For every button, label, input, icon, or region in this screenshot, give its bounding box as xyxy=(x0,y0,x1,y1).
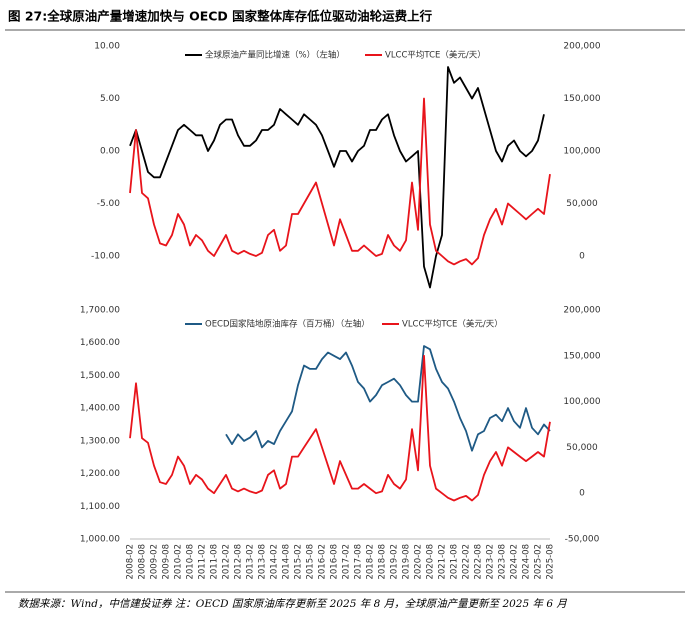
x-tick-label: 2010-08 xyxy=(186,544,196,580)
y-tick-label: 1,500.00 xyxy=(80,371,120,381)
legend-label: OECD国家陆地原油库存（百万桶）（左轴） xyxy=(205,319,370,330)
y-tick-label: -10.00 xyxy=(91,252,120,262)
x-tick-label: 2013-08 xyxy=(258,544,268,580)
y2-tick-label: 0 xyxy=(579,489,585,499)
x-tick-label: 2021-08 xyxy=(450,544,460,580)
x-tick-label: 2016-08 xyxy=(330,544,340,580)
y2-tick-label: 50,000 xyxy=(566,199,598,209)
y-tick-label: 0.00 xyxy=(100,147,120,157)
figure-title: 图 27:全球原油产量增速加快与 OECD 国家整体库存低位驱动油轮运费上行 xyxy=(8,9,433,24)
y2-tick-label: -50,000 xyxy=(565,535,600,545)
y-tick-label: 5.00 xyxy=(100,94,120,104)
x-tick-label: 2016-02 xyxy=(318,544,328,580)
y2-tick-label: 200,000 xyxy=(563,42,600,52)
x-tick-label: 2012-02 xyxy=(222,544,232,580)
x-tick-label: 2008-08 xyxy=(138,544,148,580)
y2-tick-label: 0 xyxy=(579,252,585,262)
y-tick-label: 1,600.00 xyxy=(80,338,120,348)
x-tick-label: 2012-08 xyxy=(234,544,244,580)
x-tick-label: 2021-02 xyxy=(438,544,448,580)
x-tick-label: 2017-02 xyxy=(342,544,352,580)
x-tick-label: 2009-08 xyxy=(162,544,172,580)
footer-note: 数据来源：Wind，中信建投证券 注：OECD 国家原油库存更新至 2025 年… xyxy=(18,598,567,610)
x-tick-label: 2015-08 xyxy=(306,544,316,580)
y2-tick-label: 50,000 xyxy=(566,443,598,453)
x-tick-label: 2015-02 xyxy=(294,544,304,580)
y2-tick-label: 100,000 xyxy=(563,397,600,407)
y2-tick-label: 200,000 xyxy=(563,306,600,316)
x-tick-label: 2025-02 xyxy=(534,544,544,580)
series-line xyxy=(129,354,551,502)
series-line xyxy=(129,66,545,289)
y2-tick-label: 150,000 xyxy=(563,94,600,104)
x-tick-label: 2024-08 xyxy=(522,544,532,580)
x-tick-label: 2023-02 xyxy=(486,544,496,580)
y2-tick-label: 100,000 xyxy=(563,147,600,157)
x-tick-label: 2010-02 xyxy=(174,544,184,580)
y2-tick-label: 150,000 xyxy=(563,351,600,361)
legend-label: VLCC平均TCE（美元/天） xyxy=(385,50,486,61)
x-tick-label: 2019-08 xyxy=(402,544,412,580)
x-tick-label: 2017-08 xyxy=(354,544,364,580)
x-tick-label: 2025-08 xyxy=(546,544,556,580)
legend-label: VLCC平均TCE（美元/天） xyxy=(402,319,503,330)
x-tick-label: 2023-08 xyxy=(498,544,508,580)
x-tick-label: 2013-02 xyxy=(246,544,256,580)
x-tick-label: 2024-02 xyxy=(510,544,520,580)
y-tick-label: 1,700.00 xyxy=(80,306,120,316)
y-tick-label: -5.00 xyxy=(97,199,121,209)
x-tick-label: 2009-02 xyxy=(150,544,160,580)
x-tick-label: 2022-08 xyxy=(474,544,484,580)
x-tick-label: 2022-02 xyxy=(462,544,472,580)
y-tick-label: 10.00 xyxy=(94,42,120,52)
x-tick-label: 2018-02 xyxy=(366,544,376,580)
series-line xyxy=(129,97,551,266)
x-tick-label: 2011-02 xyxy=(198,544,208,580)
x-tick-label: 2020-08 xyxy=(426,544,436,580)
x-tick-label: 2011-08 xyxy=(210,544,220,580)
y-tick-label: 1,400.00 xyxy=(80,404,120,414)
legend-label: 全球原油产量同比增速（%）（左轴） xyxy=(205,50,345,61)
x-tick-label: 2014-02 xyxy=(270,544,280,580)
x-tick-label: 2018-08 xyxy=(378,544,388,580)
y-tick-label: 1,100.00 xyxy=(80,502,120,512)
y-tick-label: 1,300.00 xyxy=(80,436,120,446)
x-tick-label: 2019-02 xyxy=(390,544,400,580)
x-tick-label: 2008-02 xyxy=(126,544,136,580)
y-tick-label: 1,000.00 xyxy=(80,535,120,545)
x-tick-label: 2020-02 xyxy=(414,544,424,580)
y-tick-label: 1,200.00 xyxy=(80,469,120,479)
series-line xyxy=(225,345,551,452)
x-tick-label: 2014-08 xyxy=(282,544,292,580)
